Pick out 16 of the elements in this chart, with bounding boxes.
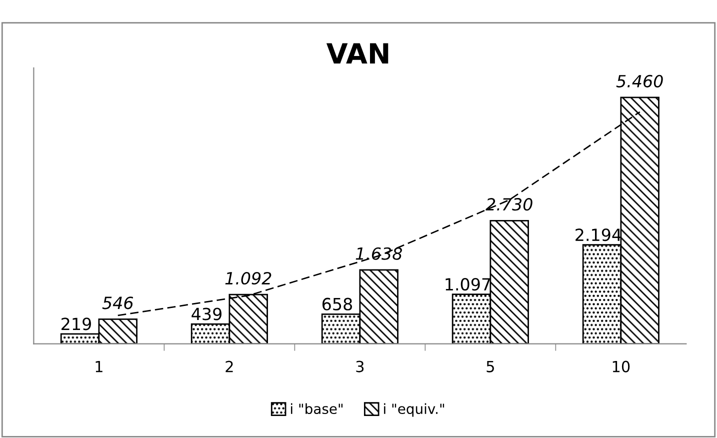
data-label: 1.092 bbox=[225, 272, 272, 285]
data-label: 439 bbox=[192, 308, 222, 320]
data-label: 2.194 bbox=[576, 228, 622, 242]
data-label: 658 bbox=[322, 298, 352, 310]
x-tick-label: 2 bbox=[226, 360, 233, 372]
chart-title: VAN bbox=[326, 43, 388, 64]
x-tick-label: 5 bbox=[486, 360, 494, 372]
x-tick-label: 10 bbox=[612, 360, 630, 372]
data-label: 5.460 bbox=[616, 74, 663, 88]
data-label: 546 bbox=[102, 296, 134, 310]
data-label: 219 bbox=[62, 318, 91, 330]
data-label: 1.097 bbox=[446, 278, 490, 291]
x-tick-label: 3 bbox=[356, 360, 364, 372]
legend-label: i "equiv." bbox=[384, 403, 444, 417]
x-tick-label: 1 bbox=[96, 360, 102, 372]
legend-label: i "base" bbox=[290, 403, 343, 414]
